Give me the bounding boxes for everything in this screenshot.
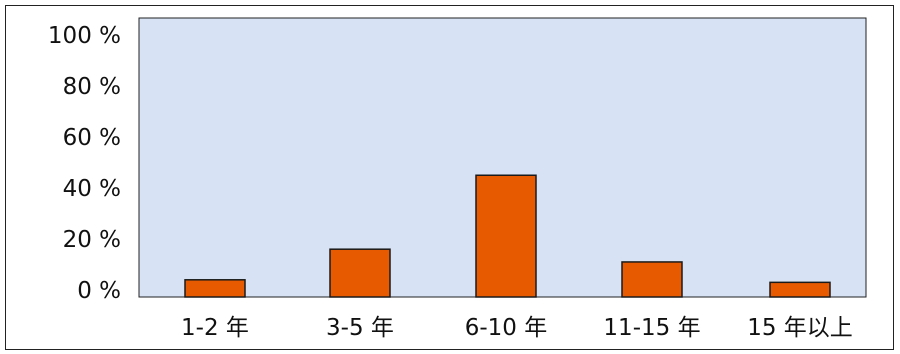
y-tick-label: 0 %: [77, 278, 121, 304]
y-tick-label: 20 %: [63, 227, 121, 253]
y-tick-label: 80 %: [63, 74, 121, 100]
bar: [184, 279, 246, 298]
x-axis-labels: 1-2 年 3-5 年 6-10 年 11-15 年 15 年以上: [181, 315, 853, 341]
x-category-label: 1-2 年: [181, 315, 249, 341]
bar: [769, 281, 831, 298]
bar: [329, 248, 391, 298]
x-category-label: 15 年以上: [747, 315, 853, 341]
x-category-label: 11-15 年: [603, 315, 700, 341]
y-tick-label: 100 %: [48, 23, 121, 49]
x-category-label: 3-5 年: [326, 315, 394, 341]
bar-chart: 0 % 20 % 40 % 60 % 80 % 100 % 1-2 年 3-5 年 6-10 …: [48, 17, 867, 341]
bars: [184, 174, 831, 298]
chart-frame: 0 % 20 % 40 % 60 % 80 % 100 % 1-2 年 3-5 年 6-10 …: [5, 5, 894, 350]
y-tick-label: 40 %: [63, 176, 121, 202]
x-category-label: 6-10 年: [465, 315, 548, 341]
bar: [621, 261, 683, 298]
y-tick-label: 60 %: [63, 125, 121, 151]
y-axis-ticks: 0 % 20 % 40 % 60 % 80 % 100 %: [48, 23, 121, 304]
bar: [475, 174, 537, 298]
